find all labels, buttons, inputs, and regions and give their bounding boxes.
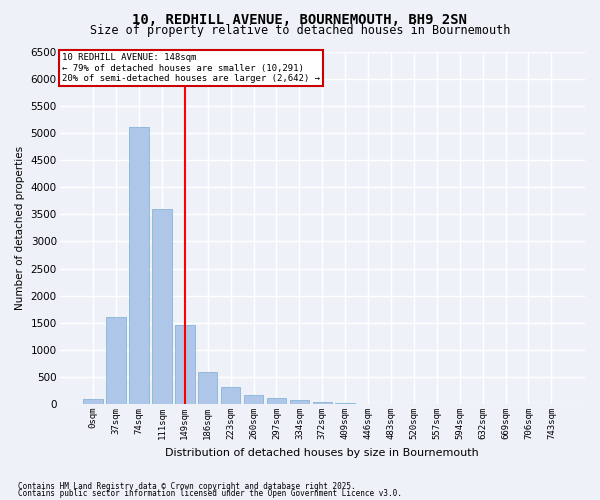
Bar	[313, 402, 332, 404]
Bar	[335, 403, 355, 404]
Bar	[152, 209, 172, 404]
Bar	[106, 318, 126, 404]
Text: 10, REDHILL AVENUE, BOURNEMOUTH, BH9 2SN: 10, REDHILL AVENUE, BOURNEMOUTH, BH9 2SN	[133, 12, 467, 26]
Bar	[198, 372, 217, 404]
X-axis label: Distribution of detached houses by size in Bournemouth: Distribution of detached houses by size …	[166, 448, 479, 458]
Y-axis label: Number of detached properties: Number of detached properties	[15, 146, 25, 310]
Bar	[221, 387, 241, 404]
Text: Contains HM Land Registry data © Crown copyright and database right 2025.: Contains HM Land Registry data © Crown c…	[18, 482, 356, 491]
Bar	[244, 395, 263, 404]
Bar	[290, 400, 309, 404]
Bar	[129, 128, 149, 404]
Bar	[267, 398, 286, 404]
Bar	[83, 398, 103, 404]
Bar	[175, 326, 194, 404]
Text: Size of property relative to detached houses in Bournemouth: Size of property relative to detached ho…	[90, 24, 510, 37]
Text: Contains public sector information licensed under the Open Government Licence v3: Contains public sector information licen…	[18, 490, 402, 498]
Text: 10 REDHILL AVENUE: 148sqm
← 79% of detached houses are smaller (10,291)
20% of s: 10 REDHILL AVENUE: 148sqm ← 79% of detac…	[62, 54, 320, 83]
